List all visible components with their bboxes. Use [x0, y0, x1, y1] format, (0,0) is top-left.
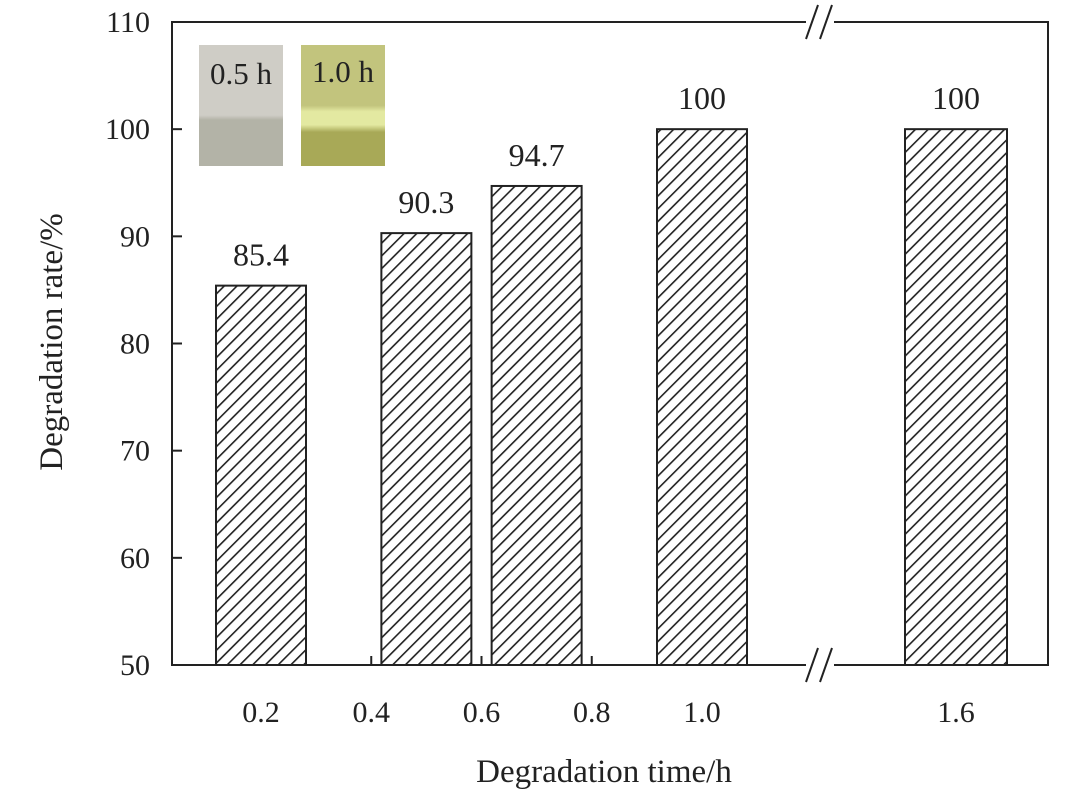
y-tick-label: 70 [120, 435, 150, 468]
x-tick-label: 0.4 [353, 696, 391, 729]
inset-label-2: 1.0 h [312, 54, 375, 89]
y-axis-title: Degradation rate/% [34, 213, 70, 470]
y-tick-label: 90 [120, 220, 150, 253]
x-tick-label: 1.0 [683, 696, 721, 729]
x-tick-label: 1.6 [937, 696, 975, 729]
inset-label-1: 0.5 h [210, 56, 273, 91]
inset-photo-1: 0.5 h [199, 45, 283, 166]
y-tick-label: 60 [120, 542, 150, 575]
bar-series [215, 128, 1008, 666]
bar-value-label: 85.4 [233, 237, 289, 273]
bar [215, 284, 307, 666]
y-axis: 50 60 70 80 90 100 110 [105, 6, 182, 682]
x-axis-title: Degradation time/h [476, 754, 732, 790]
bar-value-label: 100 [932, 80, 980, 116]
x-tick-label: 0.6 [463, 696, 501, 729]
data-labels: 85.4 90.3 94.7 100 100 [233, 80, 980, 272]
bar [656, 128, 748, 666]
bar-value-label: 94.7 [509, 137, 565, 173]
x-axis-break-bottom [805, 647, 834, 684]
bar [904, 128, 1008, 666]
y-tick-label: 100 [105, 113, 150, 146]
x-tick-label: 0.8 [573, 696, 611, 729]
y-tick-label: 50 [120, 649, 150, 682]
bar-value-label: 100 [678, 80, 726, 116]
bar-value-label: 90.3 [398, 184, 454, 220]
x-axis: 0.2 0.4 0.6 0.8 1.0 1.6 [242, 656, 975, 729]
x-tick-label: 0.2 [242, 696, 280, 729]
x-axis-break-top [805, 4, 834, 41]
bar [490, 184, 583, 666]
y-tick-label: 80 [120, 328, 150, 361]
bar [380, 232, 473, 666]
y-tick-label: 110 [106, 6, 150, 39]
inset-photo-2: 1.0 h [301, 45, 385, 166]
